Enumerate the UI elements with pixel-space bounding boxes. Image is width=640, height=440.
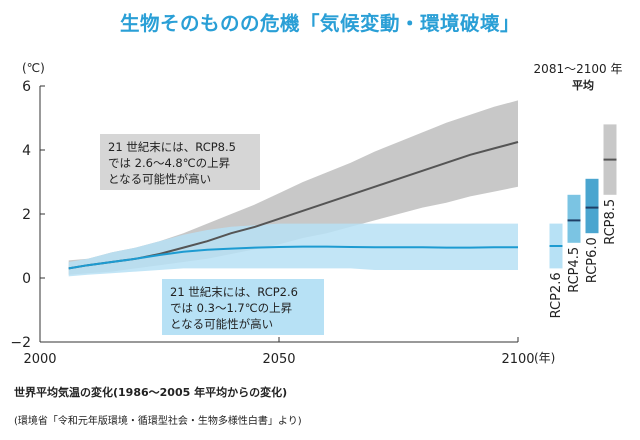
range-panel-title: 2081〜2100 年 bbox=[534, 62, 623, 76]
range-panel-subtitle: 平均 bbox=[572, 78, 594, 92]
annotation-rcp26-line-3: となる可能性が高い bbox=[170, 317, 273, 331]
x-axis-label: (年) bbox=[534, 351, 555, 365]
annotation-rcp26-line-1: 21 世紀末には、RCP2.6 bbox=[170, 285, 298, 299]
annotation-rcp26-box bbox=[162, 279, 324, 335]
annotation-rcp85-line-3: となる可能性が高い bbox=[108, 172, 211, 186]
y-tick-label: 0 bbox=[22, 271, 31, 287]
line-rcp26 bbox=[68, 245, 518, 270]
range-label-rcp45: RCP4.5 bbox=[567, 247, 582, 293]
y-tick-label: 2 bbox=[22, 207, 31, 223]
annotation-rcp26: 21 世紀末には、RCP2.6 では 0.3〜1.7℃の上昇 となる可能性が高い bbox=[162, 279, 324, 335]
annotation-rcp85-line-1: 21 世紀末には、RCP8.5 bbox=[108, 140, 236, 154]
chart-caption: 世界平均気温の変化(1986〜2005 年平均からの変化) bbox=[14, 386, 288, 399]
y-tick-label: −2 bbox=[10, 335, 31, 351]
band-rcp26 bbox=[68, 223, 518, 277]
range-label-rcp26: RCP2.6 bbox=[549, 272, 564, 318]
range-label-rcp60: RCP6.0 bbox=[585, 237, 600, 283]
range-label-rcp85: RCP8.5 bbox=[603, 199, 618, 245]
page-title: 生物そのものの危機「気候変動・環境破壊」 bbox=[119, 12, 520, 35]
annotation-rcp85-line-2: では 2.6〜4.8℃の上昇 bbox=[108, 156, 230, 170]
x-tick-label: 2050 bbox=[262, 352, 295, 367]
source-note: (環境省「令和元年版環境・循環型社会・生物多様性白書」より) bbox=[14, 416, 302, 427]
range-bar-rcp45 bbox=[567, 194, 581, 243]
series-lines bbox=[68, 141, 519, 270]
uncertainty-bands bbox=[68, 100, 518, 277]
band-rcp85 bbox=[68, 100, 518, 275]
x-tick-label: 2100 bbox=[501, 352, 534, 367]
y-tick-label: 6 bbox=[22, 79, 31, 95]
x-ticks: 2000 2050 2100 bbox=[23, 337, 535, 367]
annotation-rcp85: 21 世紀末には、RCP8.5 では 2.6〜4.8℃の上昇 となる可能性が高い bbox=[100, 134, 260, 190]
y-axis-label: (℃) bbox=[22, 61, 45, 75]
annotation-rcp85-box bbox=[100, 134, 260, 190]
range-bar-rcp60 bbox=[585, 178, 599, 234]
x-tick-label: 2000 bbox=[23, 352, 56, 367]
annotation-rcp26-line-2: では 0.3〜1.7℃の上昇 bbox=[170, 301, 292, 315]
y-ticks: 6 4 2 0 −2 bbox=[10, 79, 45, 351]
y-tick-label: 4 bbox=[22, 143, 31, 159]
